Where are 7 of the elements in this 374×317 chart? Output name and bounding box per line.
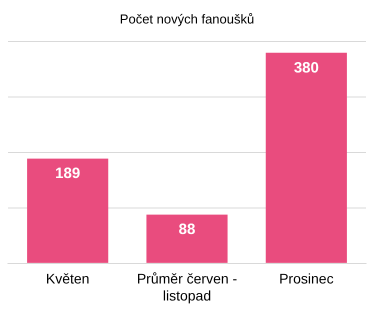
data-label: 189 bbox=[55, 165, 80, 182]
x-tick-label: Květen bbox=[46, 270, 90, 287]
chart-title: Počet nových fanoušků bbox=[120, 11, 254, 26]
data-label: 88 bbox=[178, 221, 196, 238]
x-tick-label: Prosinec bbox=[279, 270, 334, 287]
x-tick-label: Průměr červen - listopad bbox=[136, 270, 238, 304]
data-label: 380 bbox=[294, 59, 319, 76]
